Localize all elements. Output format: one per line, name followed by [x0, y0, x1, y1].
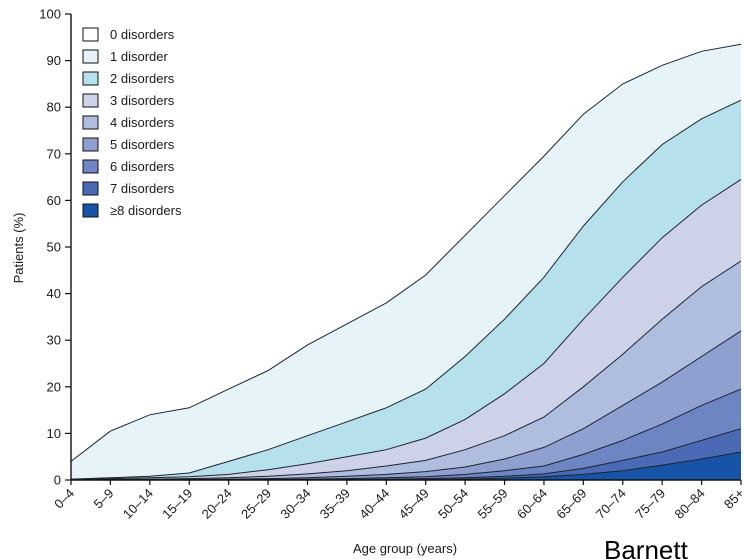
y-tick-label: 10	[47, 426, 61, 441]
y-tick-label: 60	[47, 193, 61, 208]
y-tick-label: 50	[47, 240, 61, 255]
area-layers	[71, 14, 741, 481]
boundary-line-1-disorder	[70, 43, 742, 462]
legend-swatch-6-disorders	[82, 159, 99, 174]
legend-label-3-disorders: 3 disorders	[110, 93, 175, 108]
legend-label-1-disorder: 1 disorder	[110, 49, 168, 64]
x-tick-label: 40–44	[356, 486, 392, 522]
x-axis-title: Age group (years)	[353, 541, 457, 556]
area-5-disorders	[71, 330, 741, 480]
x-tick-label: 55–59	[474, 486, 510, 522]
x-tick-label: 85+	[721, 486, 744, 512]
x-tick-label: 30–34	[277, 486, 313, 522]
x-tick-label: 15–19	[159, 486, 195, 522]
legend: 0 disorders 1 disorder 2 disorders 3 disord…	[82, 27, 182, 218]
legend-swatch-7-disorders	[82, 181, 99, 196]
legend-swatch-3-disorders	[82, 93, 99, 108]
x-tick-label: 0–4	[51, 486, 77, 512]
x-tick-label: 60–64	[514, 486, 550, 522]
y-tick-label: 100	[39, 7, 61, 22]
y-axis-title: Patients (%)	[11, 213, 26, 284]
legend-swatch-4-disorders	[82, 115, 99, 130]
boundary-line-3-disorders	[70, 178, 742, 481]
legend-swatch-gte-8-disorders	[82, 203, 99, 218]
x-tick-label: 50–54	[435, 486, 471, 522]
legend-swatch-2-disorders	[82, 71, 99, 86]
x-tick-label: 10–14	[120, 486, 156, 522]
legend-label-2-disorders: 2 disorders	[110, 71, 175, 86]
x-tick-label: 70–74	[593, 486, 629, 522]
legend-swatch-5-disorders	[82, 137, 99, 152]
y-tick-label: 0	[54, 473, 61, 488]
y-tick-label: 80	[47, 100, 61, 115]
y-tick-label: 20	[47, 379, 61, 394]
x-tick-label: 80–84	[672, 486, 708, 522]
x-tick-label: 65–69	[553, 486, 589, 522]
x-tick-label: 5–9	[91, 486, 117, 512]
y-tick-label: 90	[47, 53, 61, 68]
legend-label-7-disorders: 7 disorders	[110, 181, 175, 196]
x-tick-label: 45–49	[396, 486, 432, 522]
legend-label-5-disorders: 5 disorders	[110, 137, 175, 152]
x-tick-label: 35–39	[317, 486, 353, 522]
y-axis-ticks: 0 10 20 30 40 50 60 70 80 90 100	[39, 7, 71, 488]
legend-swatch-1-disorder	[82, 49, 99, 64]
legend-label-0-disorders: 0 disorders	[110, 27, 175, 42]
x-tick-label: 75–79	[632, 486, 668, 522]
watermark-text: Barnett	[604, 535, 689, 559]
x-tick-label: 20–24	[199, 486, 235, 522]
x-tick-label: 25–29	[238, 486, 274, 522]
legend-label-gte-8-disorders: ≥8 disorders	[110, 203, 182, 218]
y-tick-label: 30	[47, 333, 61, 348]
y-tick-label: 40	[47, 286, 61, 301]
boundary-line-4-disorders	[70, 260, 742, 481]
y-tick-label: 70	[47, 146, 61, 161]
x-axis-ticks: 0–4 5–9 10–14 15–19 20–24 25–29 30–34 35–39 40–4…	[51, 480, 744, 522]
legend-label-4-disorders: 4 disorders	[110, 115, 175, 130]
legend-label-6-disorders: 6 disorders	[110, 159, 175, 174]
legend-swatch-0-disorders	[82, 27, 99, 42]
area-gte-8-disorders	[71, 452, 741, 480]
area-4-disorders	[71, 261, 741, 480]
boundary-line-2-disorders	[70, 99, 742, 480]
